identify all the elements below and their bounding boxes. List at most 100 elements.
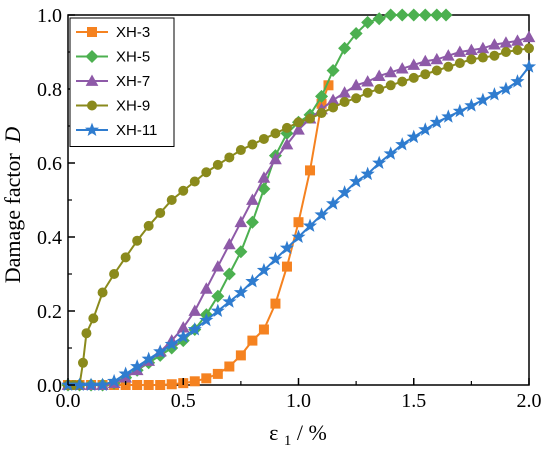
- data-point: [164, 336, 179, 351]
- data-point: [222, 294, 237, 308]
- data-point: [418, 8, 432, 22]
- legend-box: [69, 17, 175, 147]
- data-point: [477, 52, 488, 63]
- legend-item: XH-7: [76, 73, 150, 90]
- data-point: [362, 87, 373, 98]
- data-point: [211, 289, 225, 303]
- legend-label: XH-3: [116, 24, 150, 41]
- data-point: [109, 269, 120, 279]
- legend-item: XH-11: [76, 122, 157, 139]
- data-point: [293, 217, 304, 228]
- data-point: [233, 285, 248, 299]
- data-point: [452, 103, 467, 118]
- data-point: [395, 137, 410, 151]
- data-point: [97, 287, 108, 298]
- data-point: [420, 69, 431, 80]
- data-point: [88, 313, 99, 324]
- data-point: [397, 76, 408, 87]
- data-point: [337, 185, 352, 199]
- data-point: [235, 145, 246, 156]
- data-point: [132, 235, 143, 246]
- data-point: [430, 8, 444, 22]
- data-point: [305, 165, 316, 176]
- data-point: [258, 324, 269, 335]
- y-axis-title: Damage factor D: [0, 127, 25, 284]
- data-point: [141, 351, 156, 366]
- data-point: [81, 328, 92, 339]
- data-point: [443, 61, 454, 72]
- x-axis-subscript: 1: [284, 433, 292, 449]
- data-point: [201, 373, 212, 384]
- data-point: [395, 62, 409, 74]
- series-xh-3: [63, 80, 334, 390]
- data-point: [454, 58, 465, 69]
- data-point: [153, 344, 168, 358]
- data-point: [201, 167, 212, 178]
- data-point: [339, 96, 350, 107]
- data-point: [383, 146, 398, 160]
- data-point: [118, 366, 133, 380]
- data-point: [293, 117, 304, 128]
- data-point: [361, 15, 375, 29]
- data-point: [247, 139, 258, 150]
- data-point: [338, 41, 352, 55]
- legend-marker: [87, 27, 97, 37]
- data-point: [257, 171, 271, 183]
- data-point: [281, 261, 292, 272]
- data-point: [292, 123, 305, 135]
- data-point: [210, 303, 225, 318]
- data-point: [247, 335, 258, 346]
- legend-item: XH-3: [76, 24, 150, 41]
- y-tick-label: 1.0: [37, 5, 62, 27]
- x-tick-label: 0.0: [56, 390, 81, 412]
- data-point: [372, 69, 386, 81]
- data-point: [475, 92, 490, 107]
- data-point: [143, 220, 154, 231]
- data-point: [487, 87, 502, 101]
- x-tick-label: 1.5: [401, 390, 426, 412]
- data-point: [374, 84, 385, 94]
- data-point: [223, 237, 236, 250]
- data-point: [189, 176, 200, 187]
- data-point: [430, 52, 444, 65]
- legend-label: XH-5: [116, 49, 150, 66]
- data-point: [305, 113, 316, 124]
- data-point: [510, 74, 525, 88]
- y-tick-label: 0.8: [37, 79, 62, 101]
- data-point: [384, 8, 398, 22]
- data-point: [418, 122, 433, 136]
- data-point: [234, 245, 248, 259]
- y-axis-symbol: D: [0, 127, 25, 144]
- data-point: [224, 152, 235, 163]
- legend-label: XH-9: [116, 98, 150, 115]
- data-point: [268, 251, 283, 266]
- legend-item: XH-9: [76, 98, 150, 115]
- data-point: [222, 267, 236, 281]
- data-point: [120, 252, 131, 263]
- data-point: [143, 380, 154, 390]
- y-tick-label: 0.2: [37, 301, 62, 323]
- data-point: [199, 312, 214, 327]
- data-point: [166, 195, 177, 205]
- y-tick-label: 0.4: [37, 227, 62, 249]
- data-point: [256, 262, 271, 277]
- data-point: [315, 89, 329, 103]
- data-point: [269, 152, 282, 165]
- data-point: [407, 58, 421, 70]
- data-point: [176, 329, 191, 343]
- data-point: [372, 12, 386, 26]
- legend: XH-3 XH-5 XH-7 XH-9 XH-11: [69, 17, 175, 147]
- data-point: [270, 128, 281, 139]
- data-point: [77, 357, 88, 368]
- data-point: [521, 59, 537, 73]
- data-point: [234, 215, 248, 228]
- x-axis-unit: / %: [297, 420, 327, 445]
- legend-marker: [85, 74, 99, 86]
- data-point: [489, 50, 500, 61]
- data-point: [166, 379, 177, 390]
- data-point: [155, 207, 166, 218]
- data-point: [258, 133, 269, 144]
- legend-item: XH-5: [76, 49, 150, 66]
- data-point: [280, 137, 294, 150]
- data-point: [211, 260, 225, 272]
